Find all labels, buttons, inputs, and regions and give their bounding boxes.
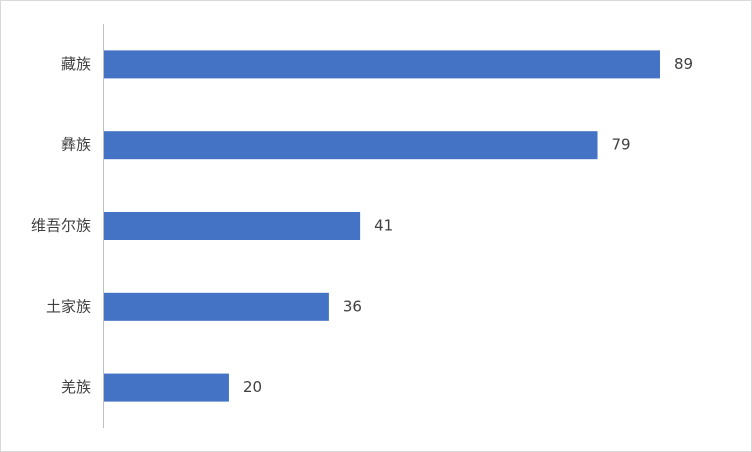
bar: [104, 292, 329, 321]
data-label: 20: [243, 378, 262, 396]
data-label: 41: [374, 217, 393, 235]
bar: [104, 212, 361, 240]
bar: [104, 373, 229, 402]
y-tick-label: 土家族: [46, 297, 91, 315]
y-tick-label: 羌族: [61, 378, 91, 396]
bar: [104, 50, 660, 79]
data-label: 79: [612, 136, 631, 154]
y-tick-label: 彝族: [61, 136, 91, 154]
bar: [104, 131, 598, 160]
y-tick-label: 藏族: [61, 55, 91, 73]
data-label: 89: [674, 55, 693, 73]
data-label: 36: [343, 297, 362, 315]
y-tick-label: 维吾尔族: [31, 217, 91, 235]
